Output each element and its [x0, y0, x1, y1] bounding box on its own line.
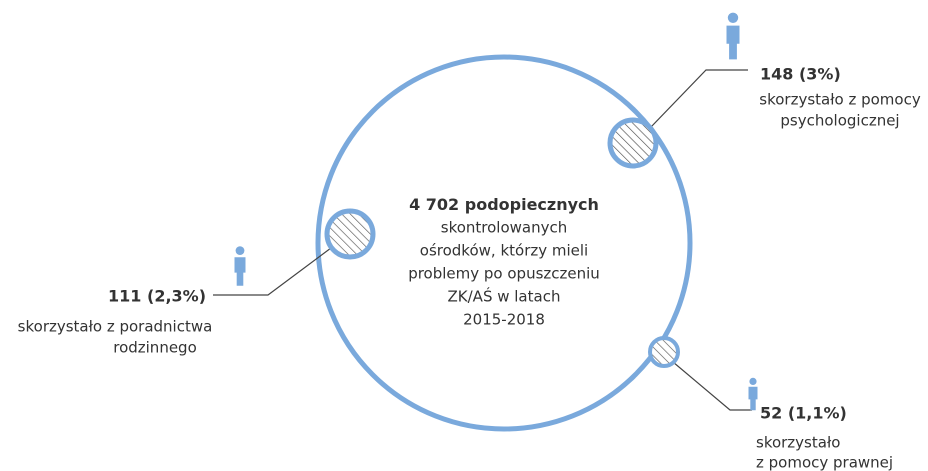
person-icon	[234, 246, 246, 286]
marker-circle	[607, 117, 659, 169]
center-line: 2015-2018	[463, 311, 545, 329]
center-line: ZK/AŚ w latach	[448, 287, 561, 306]
center-line: ośrodków, którzy mieli	[420, 242, 588, 260]
item-value: 111 (2,3%)	[108, 287, 206, 306]
person-icon	[748, 377, 758, 411]
center-title: 4 702 podopiecznych	[409, 195, 599, 214]
center-line: problemy po opuszczeniu	[408, 265, 600, 283]
item-value: 148 (3%)	[760, 65, 841, 84]
item-desc: rodzinnego	[113, 339, 197, 357]
item-desc: skorzystało z poradnictwa	[18, 318, 213, 336]
item-desc: skorzystało	[756, 434, 840, 452]
item-desc: psychologicznej	[780, 112, 899, 130]
person-icon	[726, 12, 740, 60]
item-value: 52 (1,1%)	[760, 404, 847, 423]
item-desc: z pomocy prawnej	[756, 454, 893, 471]
marker-circle	[648, 336, 680, 368]
item-desc: skorzystało z pomocy	[759, 91, 921, 109]
main-circle	[315, 54, 693, 432]
connectors	[213, 69, 752, 411]
center-line: skontrolowanych	[441, 219, 568, 237]
marker-circle	[324, 208, 376, 260]
